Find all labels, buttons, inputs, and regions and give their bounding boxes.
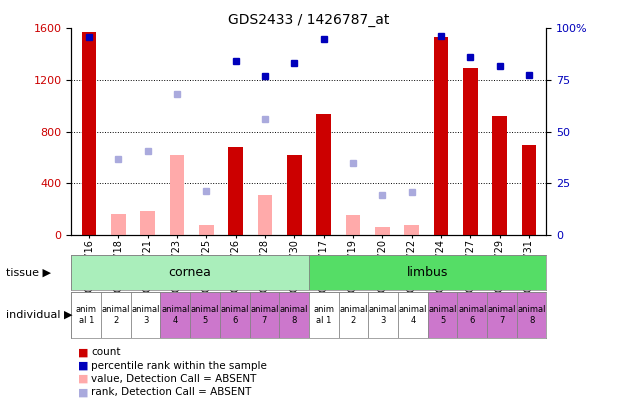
Bar	[190, 292, 220, 338]
Bar	[82, 32, 96, 235]
Bar	[433, 37, 448, 235]
Text: ■: ■	[78, 388, 88, 397]
Text: count: count	[91, 347, 121, 357]
Text: ■: ■	[78, 374, 88, 384]
Bar	[287, 155, 302, 235]
Text: individual ▶: individual ▶	[6, 310, 73, 320]
Bar	[170, 155, 184, 235]
Bar	[522, 145, 536, 235]
Bar	[131, 292, 160, 338]
Text: animal
2: animal 2	[339, 305, 368, 324]
Text: animal
8: animal 8	[280, 305, 309, 324]
Text: animal
4: animal 4	[399, 305, 427, 324]
Bar	[140, 211, 155, 235]
Bar	[199, 224, 214, 235]
Text: animal
8: animal 8	[517, 305, 546, 324]
Bar	[279, 292, 309, 338]
Title: GDS2433 / 1426787_at: GDS2433 / 1426787_at	[229, 13, 389, 27]
Bar	[492, 116, 507, 235]
Bar	[220, 292, 250, 338]
Text: cornea: cornea	[169, 266, 212, 279]
Text: anim
al 1: anim al 1	[313, 305, 334, 324]
Text: animal
6: animal 6	[220, 305, 249, 324]
Bar	[258, 195, 272, 235]
Text: ■: ■	[78, 361, 88, 371]
Bar	[309, 292, 338, 338]
Text: rank, Detection Call = ABSENT: rank, Detection Call = ABSENT	[91, 388, 252, 397]
Bar	[404, 224, 419, 235]
Bar	[316, 113, 331, 235]
Text: ■: ■	[78, 347, 88, 357]
Bar	[368, 292, 398, 338]
Bar	[250, 292, 279, 338]
Text: animal
7: animal 7	[250, 305, 279, 324]
Bar	[71, 255, 309, 290]
Text: animal
3: animal 3	[132, 305, 160, 324]
Text: animal
3: animal 3	[369, 305, 397, 324]
Bar	[487, 292, 517, 338]
Text: percentile rank within the sample: percentile rank within the sample	[91, 361, 267, 371]
Bar	[101, 292, 131, 338]
Bar	[111, 214, 125, 235]
Bar	[338, 292, 368, 338]
Bar	[428, 292, 458, 338]
Text: animal
2: animal 2	[102, 305, 130, 324]
Bar	[398, 292, 428, 338]
Text: animal
5: animal 5	[428, 305, 457, 324]
Text: value, Detection Call = ABSENT: value, Detection Call = ABSENT	[91, 374, 256, 384]
Text: animal
6: animal 6	[458, 305, 486, 324]
Bar	[458, 292, 487, 338]
Text: animal
5: animal 5	[191, 305, 219, 324]
Bar	[346, 215, 360, 235]
Text: tissue ▶: tissue ▶	[6, 267, 51, 277]
Text: animal
7: animal 7	[487, 305, 516, 324]
Bar	[309, 255, 546, 290]
Text: anim
al 1: anim al 1	[76, 305, 97, 324]
Bar	[229, 147, 243, 235]
Bar	[160, 292, 190, 338]
Text: animal
4: animal 4	[161, 305, 189, 324]
Text: limbus: limbus	[407, 266, 448, 279]
Bar	[463, 68, 478, 235]
Bar	[517, 292, 546, 338]
Bar	[71, 292, 101, 338]
Bar	[375, 226, 389, 235]
